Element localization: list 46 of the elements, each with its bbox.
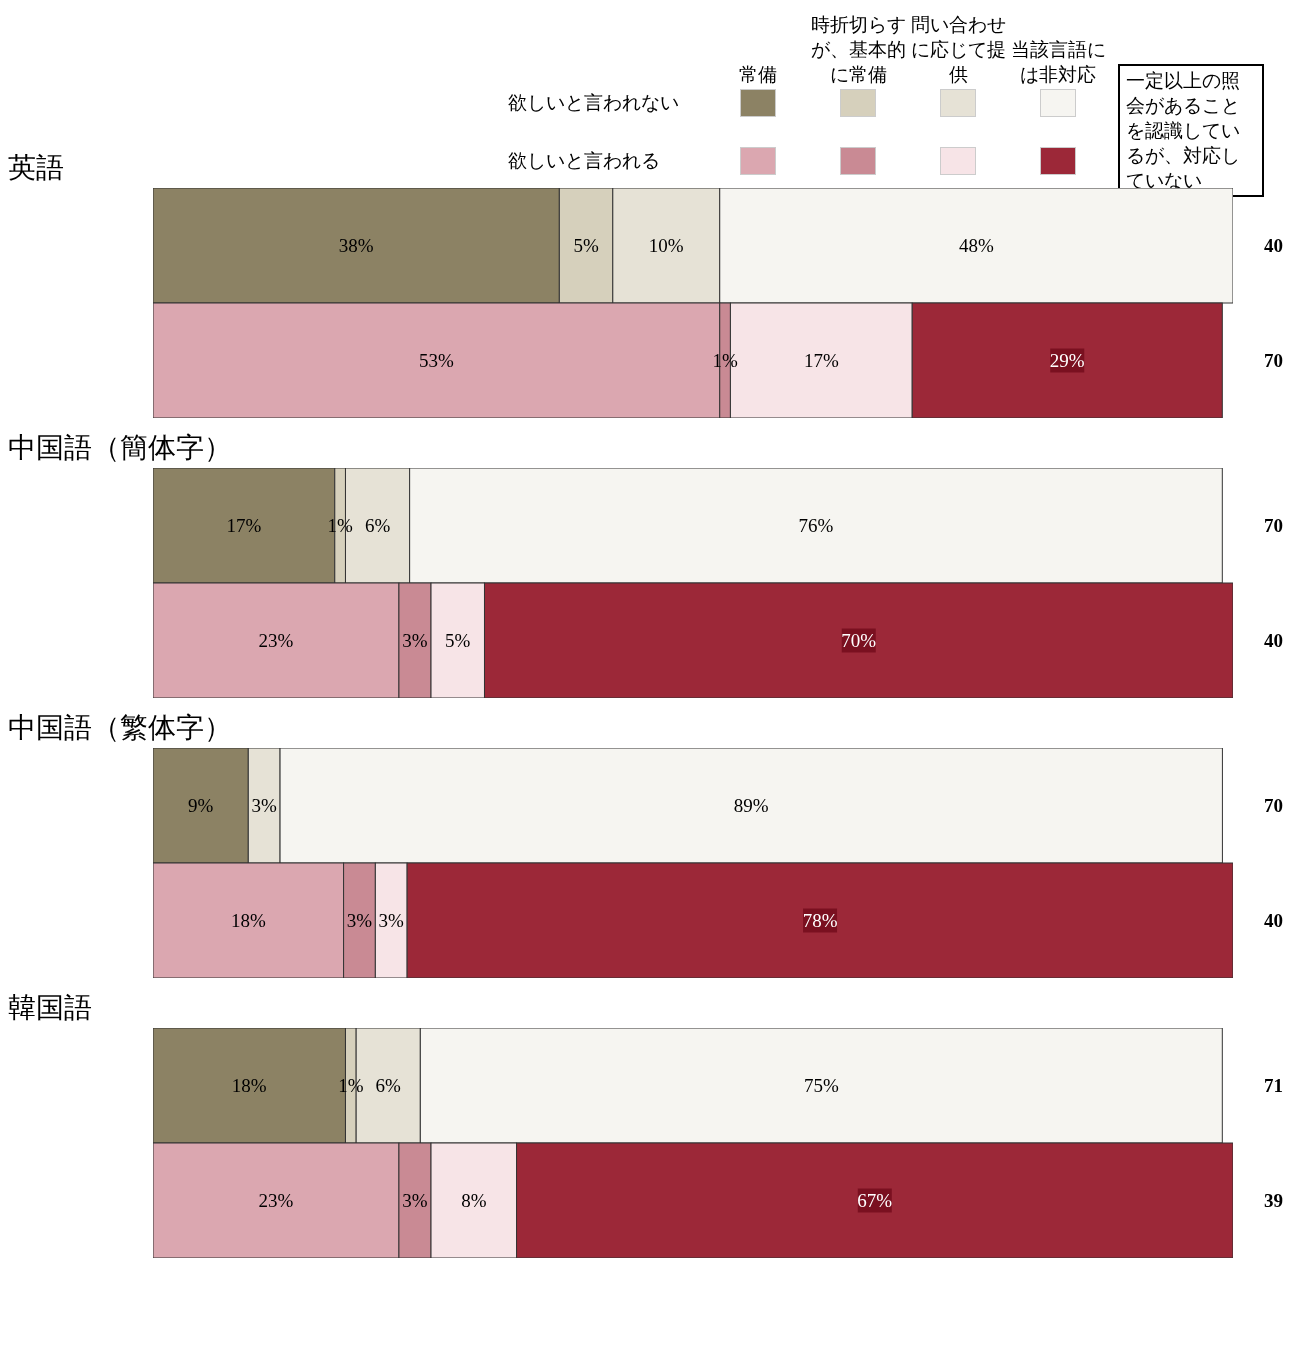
data-label: 17% <box>803 350 839 371</box>
data-label: 23% <box>258 630 294 651</box>
data-label: 3% <box>402 1190 428 1211</box>
chart-title: 中国語（簡体字） <box>8 431 233 465</box>
chart-title: 韓国語 <box>8 991 93 1025</box>
data-label: 8% <box>461 1190 487 1211</box>
text: 時折切らすが、基本的に常備 <box>810 13 906 87</box>
data-label: 6% <box>375 1075 402 1096</box>
text: 40 <box>1264 629 1283 652</box>
data-label: 3% <box>346 910 373 931</box>
data-label: 18% <box>231 1075 267 1096</box>
text: 常備 <box>738 63 778 87</box>
text: 当該言語には非対応 <box>1010 38 1106 87</box>
data-label: 78% <box>802 910 838 931</box>
data-label: 75% <box>803 1075 839 1096</box>
data-label: 3% <box>402 630 428 651</box>
chart-title: 英語 <box>8 152 64 183</box>
data-label: 76% <box>798 515 834 536</box>
data-label: 10% <box>648 235 684 256</box>
data-label: 29% <box>1049 350 1085 371</box>
text: 欲しいと言われない <box>508 91 680 115</box>
data-label: 18% <box>230 910 266 931</box>
text: 71 <box>1264 1074 1283 1097</box>
data-label: 89% <box>733 795 769 816</box>
data-label: 6% <box>364 515 391 536</box>
data-label: 53% <box>418 350 454 371</box>
text: 70 <box>1264 349 1283 372</box>
data-label: 70% <box>841 630 877 651</box>
data-label: 48% <box>958 235 994 256</box>
text: 問い合わせに応じて提供 <box>910 13 1006 87</box>
data-label: 3% <box>378 910 405 931</box>
data-label: 5% <box>573 235 599 256</box>
text: 40 <box>1264 234 1283 257</box>
data-label: 5% <box>445 630 471 651</box>
text: 39 <box>1264 1189 1283 1212</box>
data-label: 23% <box>258 1190 294 1211</box>
chart-title: 中国語（繁体字） <box>8 711 233 745</box>
data-label: 3% <box>251 795 278 816</box>
data-label: 38% <box>338 235 374 256</box>
text: 70 <box>1264 514 1283 537</box>
data-label: 9% <box>187 795 214 816</box>
data-label: 67% <box>857 1190 893 1211</box>
text: 欲しいと言われる <box>508 149 661 173</box>
text: 40 <box>1264 909 1283 932</box>
data-label: 17% <box>226 515 262 536</box>
text: 70 <box>1264 794 1283 817</box>
